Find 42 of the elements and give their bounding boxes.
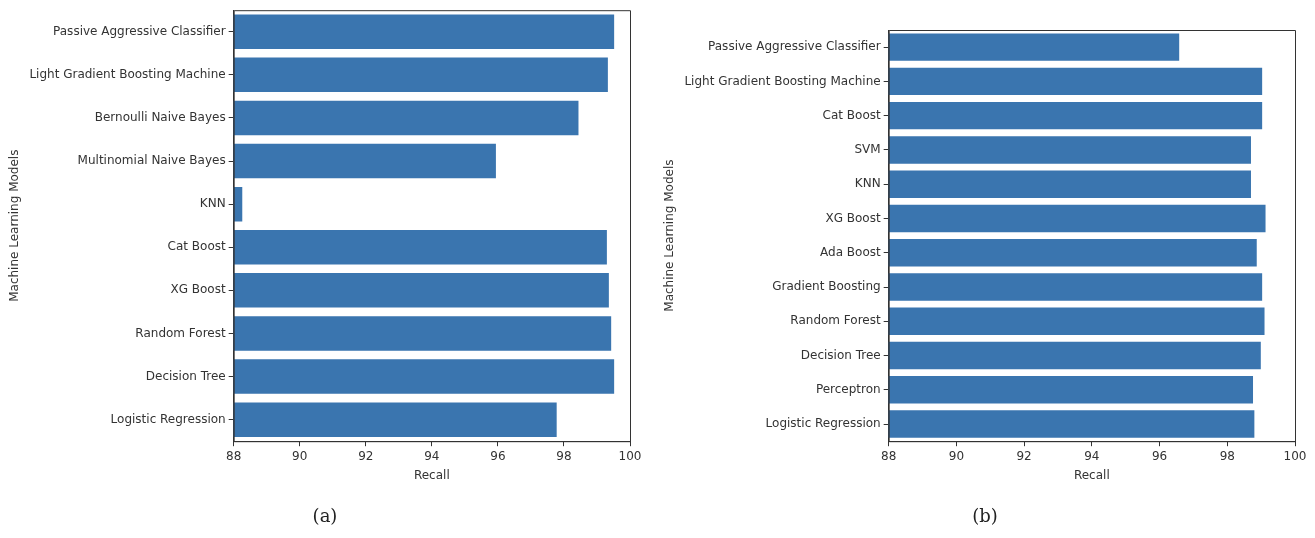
y-tick-label: Decision Tree (800, 347, 881, 362)
y-tick-label: KNN (199, 196, 226, 211)
y-tick-label: Random Forest (790, 313, 881, 328)
y-tick-label: Random Forest (135, 325, 226, 340)
x-tick-label: 96 (490, 448, 506, 463)
y-tick-label: Multinomial Naive Bayes (77, 153, 226, 168)
y-tick-label: Passive Aggressive Classifier (53, 23, 226, 38)
y-tick-label: XG Boost (825, 210, 881, 225)
text: (b) (971, 505, 999, 526)
x-tick-label: 100 (618, 448, 642, 463)
y-tick-label: Light Gradient Boosting Machine (29, 66, 226, 81)
y-tick-label: Logistic Regression (110, 411, 226, 426)
y-tick-label: Passive Aggressive Classifier (708, 39, 881, 54)
y-tick-label: Light Gradient Boosting Machine (684, 73, 881, 88)
y-axis-title: Machine Learning Models (662, 159, 677, 312)
x-tick-label: 94 (1084, 448, 1100, 463)
x-tick-label: 100 (1283, 448, 1307, 463)
x-axis-title: Recall (413, 467, 450, 482)
y-tick-label: Logistic Regression (765, 416, 881, 431)
y-tick-label: XG Boost (170, 282, 226, 297)
x-tick-label: 90 (948, 448, 965, 463)
x-tick-label: 88 (881, 448, 897, 463)
y-axis-title: Machine Learning Models (7, 149, 22, 302)
y-tick-label: Decision Tree (145, 368, 226, 383)
x-tick-label: 98 (556, 448, 572, 463)
x-tick-label: 92 (358, 448, 374, 463)
y-tick-label: KNN (854, 176, 881, 191)
x-tick-label: 94 (424, 448, 440, 463)
x-tick-label: 98 (1219, 448, 1235, 463)
x-axis-title: Recall (1073, 467, 1110, 482)
y-tick-label: Cat Boost (167, 239, 226, 254)
x-tick-label: 88 (226, 448, 242, 463)
y-tick-label: Cat Boost (822, 107, 881, 122)
y-tick-label: Perceptron (815, 381, 881, 396)
text: (a) (311, 505, 339, 526)
y-tick-label: Bernoulli Naive Bayes (94, 110, 226, 125)
x-tick-label: 96 (1151, 448, 1168, 463)
x-tick-label: 90 (292, 448, 308, 463)
x-tick-label: 92 (1016, 448, 1032, 463)
y-tick-label: Ada Boost (820, 244, 881, 259)
y-tick-label: Gradient Boosting (772, 279, 881, 294)
y-tick-label: SVM (854, 142, 881, 157)
